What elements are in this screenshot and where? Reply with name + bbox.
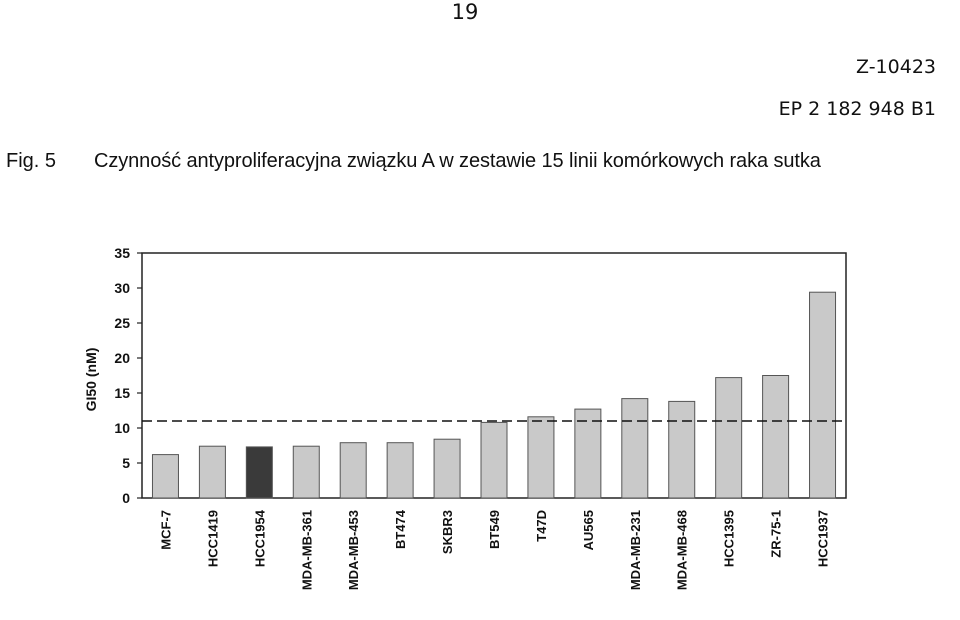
bar xyxy=(809,291,837,499)
x-category-label: MDA-MB-361 xyxy=(299,510,314,590)
x-category-label: MDA-MB-231 xyxy=(628,510,643,590)
bar xyxy=(339,442,367,499)
y-tick-label: 10 xyxy=(114,420,130,436)
y-tick-label: 15 xyxy=(114,385,130,401)
y-tick-label: 5 xyxy=(122,455,130,471)
x-category-label: BT474 xyxy=(393,509,408,549)
bar xyxy=(527,416,555,499)
bar xyxy=(762,375,790,499)
bar xyxy=(292,445,320,499)
x-category-label: HCC1954 xyxy=(252,509,267,567)
bar xyxy=(433,438,461,499)
bar xyxy=(386,442,414,499)
bar xyxy=(715,377,743,499)
x-category-label: MDA-MB-453 xyxy=(346,510,361,590)
x-category-label: HCC1419 xyxy=(205,510,220,567)
figure-label: Fig. 5 xyxy=(6,150,57,172)
x-category-label: MCF-7 xyxy=(158,510,173,550)
patent-number: EP 2 182 948 B1 xyxy=(778,98,936,120)
figure-title: Czynność antyproliferacyjna związku A w … xyxy=(94,150,821,172)
x-category-label: HCC1395 xyxy=(722,510,737,567)
y-tick-label: 35 xyxy=(114,245,130,261)
bar xyxy=(574,408,602,499)
y-tick-label: 0 xyxy=(122,490,130,506)
x-category-label: HCC1937 xyxy=(816,510,831,567)
x-category-label: AU565 xyxy=(581,510,596,550)
x-category-label: SKBR3 xyxy=(440,510,455,554)
document-code: Z-10423 xyxy=(856,56,936,78)
y-tick-label: 25 xyxy=(114,315,130,331)
bar xyxy=(480,421,508,499)
y-tick-label: 30 xyxy=(114,280,130,296)
x-category-label: BT549 xyxy=(487,510,502,549)
bar xyxy=(198,445,226,499)
bar xyxy=(151,454,179,499)
x-category-label: T47D xyxy=(534,510,549,542)
y-axis-label: GI50 (nM) xyxy=(83,348,99,412)
bar xyxy=(668,400,696,499)
page-number: 19 xyxy=(451,0,479,24)
bar xyxy=(245,446,273,499)
y-tick-label: 20 xyxy=(114,350,130,366)
x-category-label: ZR-75-1 xyxy=(769,510,784,558)
x-category-label: MDA-MB-468 xyxy=(675,510,690,590)
bar xyxy=(621,398,649,499)
